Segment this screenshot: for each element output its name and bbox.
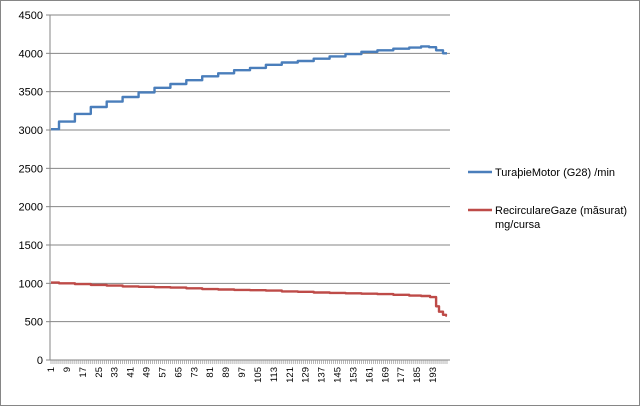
legend-label: RecirculareGaze (măsurat) mg/cursa (495, 205, 627, 231)
x-tick-label: 73 (189, 367, 200, 378)
series-line-1 (51, 45, 447, 131)
x-tick-label: 9 (62, 367, 73, 372)
y-tick-label: 1000 (19, 278, 43, 290)
y-tick-label: 500 (25, 317, 43, 329)
x-tick-label: 41 (126, 367, 137, 378)
series-lines (51, 45, 448, 317)
x-tick-label: 169 (380, 367, 391, 383)
x-tick-label: 113 (269, 367, 280, 382)
x-tick-label: 145 (333, 367, 344, 383)
x-tick-label: 57 (157, 367, 168, 378)
x-tick-label: 17 (78, 367, 89, 378)
x-tick-label: 105 (253, 367, 264, 383)
y-tick-label: 3000 (19, 125, 43, 137)
y-tick-label: 1500 (19, 240, 43, 252)
legend: TuraþieMotor (G28) /min RecirculareGaze (… (468, 167, 627, 231)
y-tick-label: 2000 (19, 202, 43, 214)
x-tick-label: 65 (173, 367, 184, 378)
x-tick-label: 161 (364, 367, 375, 383)
y-tick-label: 4500 (19, 10, 43, 22)
y-tick-label: 3500 (19, 87, 43, 99)
x-tick-label: 137 (317, 367, 328, 383)
x-tick-label: 25 (94, 367, 105, 378)
x-tick-label: 193 (428, 367, 439, 383)
x-tick-label: 89 (221, 367, 232, 378)
x-tick-label: 1 (46, 367, 57, 372)
x-tick-label: 177 (396, 367, 407, 383)
x-tick-label: 33 (110, 367, 121, 378)
series-line-2 (51, 281, 448, 317)
x-tick-label: 97 (237, 367, 248, 378)
x-tick-label: 49 (142, 367, 153, 378)
x-tick-label: 153 (348, 367, 359, 383)
y-tick-label: 0 (37, 355, 43, 367)
x-tick-label: 129 (301, 367, 312, 383)
x-tick-label: 185 (412, 367, 423, 383)
x-tick-label: 81 (205, 367, 216, 378)
x-tick-label: 121 (285, 367, 296, 383)
gridlines (50, 14, 450, 323)
axes: 0 500 1000 1500 2000 2500 3000 3500 4000 4500 1 9 17… (19, 10, 450, 383)
y-tick-label: 4000 (19, 48, 43, 60)
legend-label: TuraþieMotor (G28) /min (495, 167, 615, 179)
y-tick-label: 2500 (19, 163, 43, 175)
